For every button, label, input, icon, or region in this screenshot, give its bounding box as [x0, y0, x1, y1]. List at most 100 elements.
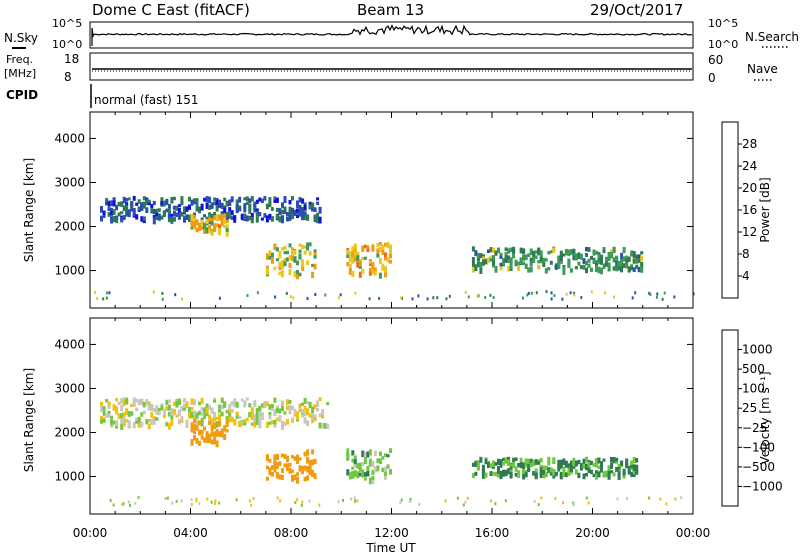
velocity-pixel [308, 460, 312, 464]
power-pixel [145, 199, 149, 206]
freq-label: Freq. [6, 53, 33, 66]
velocity-pixel [188, 412, 191, 419]
power-pixel [268, 201, 272, 208]
power-pixel [293, 256, 297, 263]
power-colorbar: Power [dB] 4 8 12 16 20 24 28 [721, 121, 772, 299]
power-pixel [316, 216, 320, 224]
power-pixel [208, 196, 212, 204]
velocity-pixel [635, 464, 639, 469]
colorbar-tick-label: 28 [742, 137, 757, 151]
velocity-pixel [509, 469, 513, 477]
power-pixel [165, 208, 169, 213]
velocity-pixel [569, 466, 573, 472]
power-pixel [308, 204, 312, 209]
power-pixel [351, 256, 355, 261]
power-pixel [170, 196, 174, 204]
power-pixel [258, 212, 262, 217]
velocity-pixel [240, 420, 244, 425]
power-pixel [107, 212, 111, 217]
velocity-pixel [582, 473, 586, 480]
power-pixel [228, 209, 232, 215]
power-pixel [246, 294, 249, 297]
velocity-pixel [171, 501, 174, 505]
power-pixel [534, 250, 538, 254]
velocity-pixel [185, 401, 189, 409]
power-pixel [507, 265, 511, 272]
power-pixel [587, 263, 591, 268]
power-pixel [218, 214, 222, 221]
velocity-pixel [258, 422, 262, 429]
velocity-pixel [622, 473, 626, 479]
velocity-pixel [220, 411, 224, 417]
power-pixel [484, 258, 488, 265]
velocity-pixel [494, 502, 497, 506]
power-pixel [634, 291, 637, 295]
velocity-colorbar-label: Velocity [m s⁻¹] [758, 371, 772, 464]
power-pixel [602, 249, 606, 254]
velocity-pixel [466, 496, 469, 500]
power-pixel [361, 268, 365, 274]
velocity-pixel [311, 472, 315, 477]
power-pixel [281, 215, 284, 219]
power-pixel [288, 215, 292, 221]
velocity-pixel [562, 466, 566, 472]
velocity-pixel [275, 453, 279, 461]
velocity-pixel [323, 423, 327, 429]
velocity-pixel [140, 398, 144, 406]
velocity-pixel [190, 439, 194, 446]
power-pixel [110, 207, 114, 211]
power-pixel [539, 250, 543, 258]
velocity-pixel [102, 410, 106, 416]
power-pixel [238, 207, 242, 211]
power-pixel [283, 258, 287, 266]
velocity-pixel [265, 421, 269, 428]
power-pixel [467, 295, 470, 299]
nave-tick-bottom: 0 [708, 71, 716, 85]
velocity-pixel [533, 499, 536, 503]
velocity-pixel [210, 432, 214, 437]
velocity-pixel [185, 422, 189, 429]
power-pixel [542, 262, 546, 267]
power-pixel [487, 257, 490, 263]
velocity-pixel [474, 471, 478, 476]
power-pixel [301, 264, 305, 268]
power-pixel [384, 242, 387, 247]
velocity-pixel [117, 413, 121, 420]
velocity-pixel [218, 416, 222, 423]
velocity-pixel [213, 399, 217, 403]
power-pixel [384, 272, 387, 278]
velocity-pixel [122, 400, 126, 406]
velocity-pixel [539, 466, 543, 473]
power-pixel [620, 266, 624, 273]
power-pixel [311, 263, 315, 267]
velocity-pixel [479, 458, 483, 463]
velocity-pixel [200, 407, 204, 412]
power-pixel [223, 213, 227, 219]
power-pixel [105, 296, 108, 300]
velocity-pixel [499, 459, 503, 464]
velocity-pixel [572, 461, 576, 467]
power-pixel [592, 259, 596, 264]
velocity-pixel [167, 411, 171, 417]
velocity-pixel [630, 460, 634, 466]
power-pixel [605, 256, 609, 262]
power-pixel [274, 295, 277, 299]
velocity-pixel [489, 499, 492, 503]
velocity-pixel [183, 407, 186, 411]
velocity-pixel [283, 411, 287, 415]
power-pixel [243, 207, 247, 213]
power-pixel [296, 260, 299, 266]
velocity-pixel [351, 458, 355, 463]
velocity-pixel [363, 477, 367, 481]
velocity-pixel [137, 399, 141, 406]
velocity-pixel [206, 497, 209, 501]
noise-sky-trace [91, 24, 693, 46]
power-pixel [296, 214, 299, 219]
velocity-pixel [524, 470, 528, 475]
power-pixel [366, 248, 370, 253]
velocity-pixel [348, 475, 352, 480]
velocity-pixel [532, 459, 536, 467]
power-pixel [519, 247, 523, 254]
velocity-pixel [524, 463, 528, 468]
velocity-pixel [308, 401, 312, 409]
